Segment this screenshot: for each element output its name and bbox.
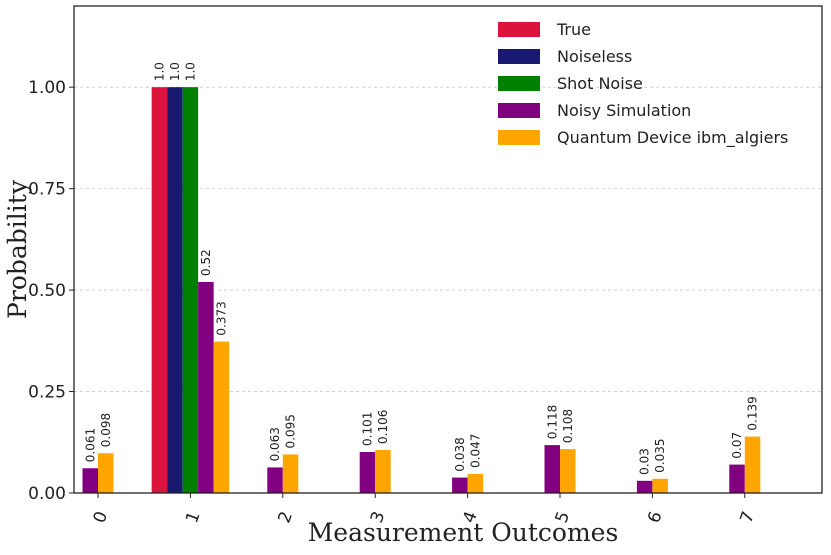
data-label: 0.101 — [360, 412, 374, 446]
bar-3-2 — [267, 467, 283, 493]
bar-4-0 — [98, 453, 114, 493]
legend-label-2: Shot Noise — [557, 74, 643, 93]
x-tick-label: 2 — [274, 509, 296, 526]
y-axis-title: Probability — [3, 179, 32, 319]
data-label: 0.106 — [376, 410, 390, 444]
data-label: 0.063 — [268, 427, 282, 461]
y-tick-label: 1.00 — [28, 78, 66, 98]
y-tick-label: 0.25 — [28, 383, 66, 403]
y-tick-label: 0.75 — [28, 180, 66, 200]
x-tick-label: 7 — [736, 509, 758, 526]
data-label: 0.07 — [730, 432, 744, 459]
data-label: 0.095 — [284, 414, 298, 448]
data-label: 1.0 — [168, 62, 182, 81]
data-label: 0.061 — [83, 428, 97, 462]
data-label: 1.0 — [152, 62, 166, 81]
data-label: 0.373 — [214, 301, 228, 335]
legend-label-3: Noisy Simulation — [557, 101, 691, 120]
data-label: 0.03 — [638, 448, 652, 475]
bar-4-7 — [744, 436, 761, 493]
axes: 0.000.250.500.751.000 1 2 3 4 5 6 7 — [28, 78, 759, 526]
legend-swatch-4 — [498, 130, 540, 145]
legend-swatch-0 — [498, 22, 540, 37]
legend-swatch-3 — [498, 103, 540, 118]
bar-4-3 — [375, 449, 391, 493]
y-tick-label: 0.00 — [28, 484, 66, 504]
bar-3-3 — [359, 452, 376, 493]
bars — [82, 87, 761, 494]
data-label: 0.098 — [99, 413, 113, 447]
legend-label-4: Quantum Device ibm_algiers — [557, 128, 788, 148]
x-tick-label: 0 — [90, 509, 112, 526]
bar-3-6 — [636, 480, 653, 493]
legend-swatch-2 — [498, 76, 540, 91]
x-axis-title: Measurement Outcomes — [308, 518, 619, 547]
legend-label-0: True — [556, 20, 591, 39]
data-label: 0.139 — [746, 396, 760, 430]
grid-lines — [74, 86, 822, 392]
y-tick-label: 0.50 — [28, 281, 66, 301]
legend: True Noiseless Shot Noise Noisy Simulation Q… — [498, 20, 788, 148]
data-label: 0.038 — [453, 437, 467, 471]
x-tick-label: 1 — [182, 509, 204, 526]
bar-4-2 — [282, 454, 299, 493]
bar-3-5 — [544, 445, 560, 493]
bar-4-5 — [560, 449, 576, 493]
legend-swatch-1 — [498, 49, 540, 64]
data-label: 0.035 — [653, 438, 667, 472]
data-label: 0.108 — [561, 409, 575, 443]
bar-4-4 — [467, 473, 484, 493]
bar-2-1 — [182, 87, 199, 494]
data-label: 0.118 — [545, 405, 559, 439]
legend-label-1: Noiseless — [557, 47, 632, 66]
data-label: 1.0 — [183, 62, 197, 81]
bar-0-1 — [151, 87, 168, 494]
bar-4-6 — [652, 478, 668, 493]
plot-frame — [73, 5, 823, 494]
data-label: 0.047 — [468, 434, 482, 468]
x-tick-label: 6 — [644, 509, 666, 526]
bar-3-1 — [198, 281, 214, 493]
bar-3-4 — [452, 477, 468, 493]
bar-3-7 — [729, 464, 745, 493]
data-label: 0.52 — [199, 249, 213, 276]
bar-3-0 — [82, 468, 98, 493]
bar-1-1 — [167, 87, 183, 494]
bar-4-1 — [213, 341, 230, 493]
